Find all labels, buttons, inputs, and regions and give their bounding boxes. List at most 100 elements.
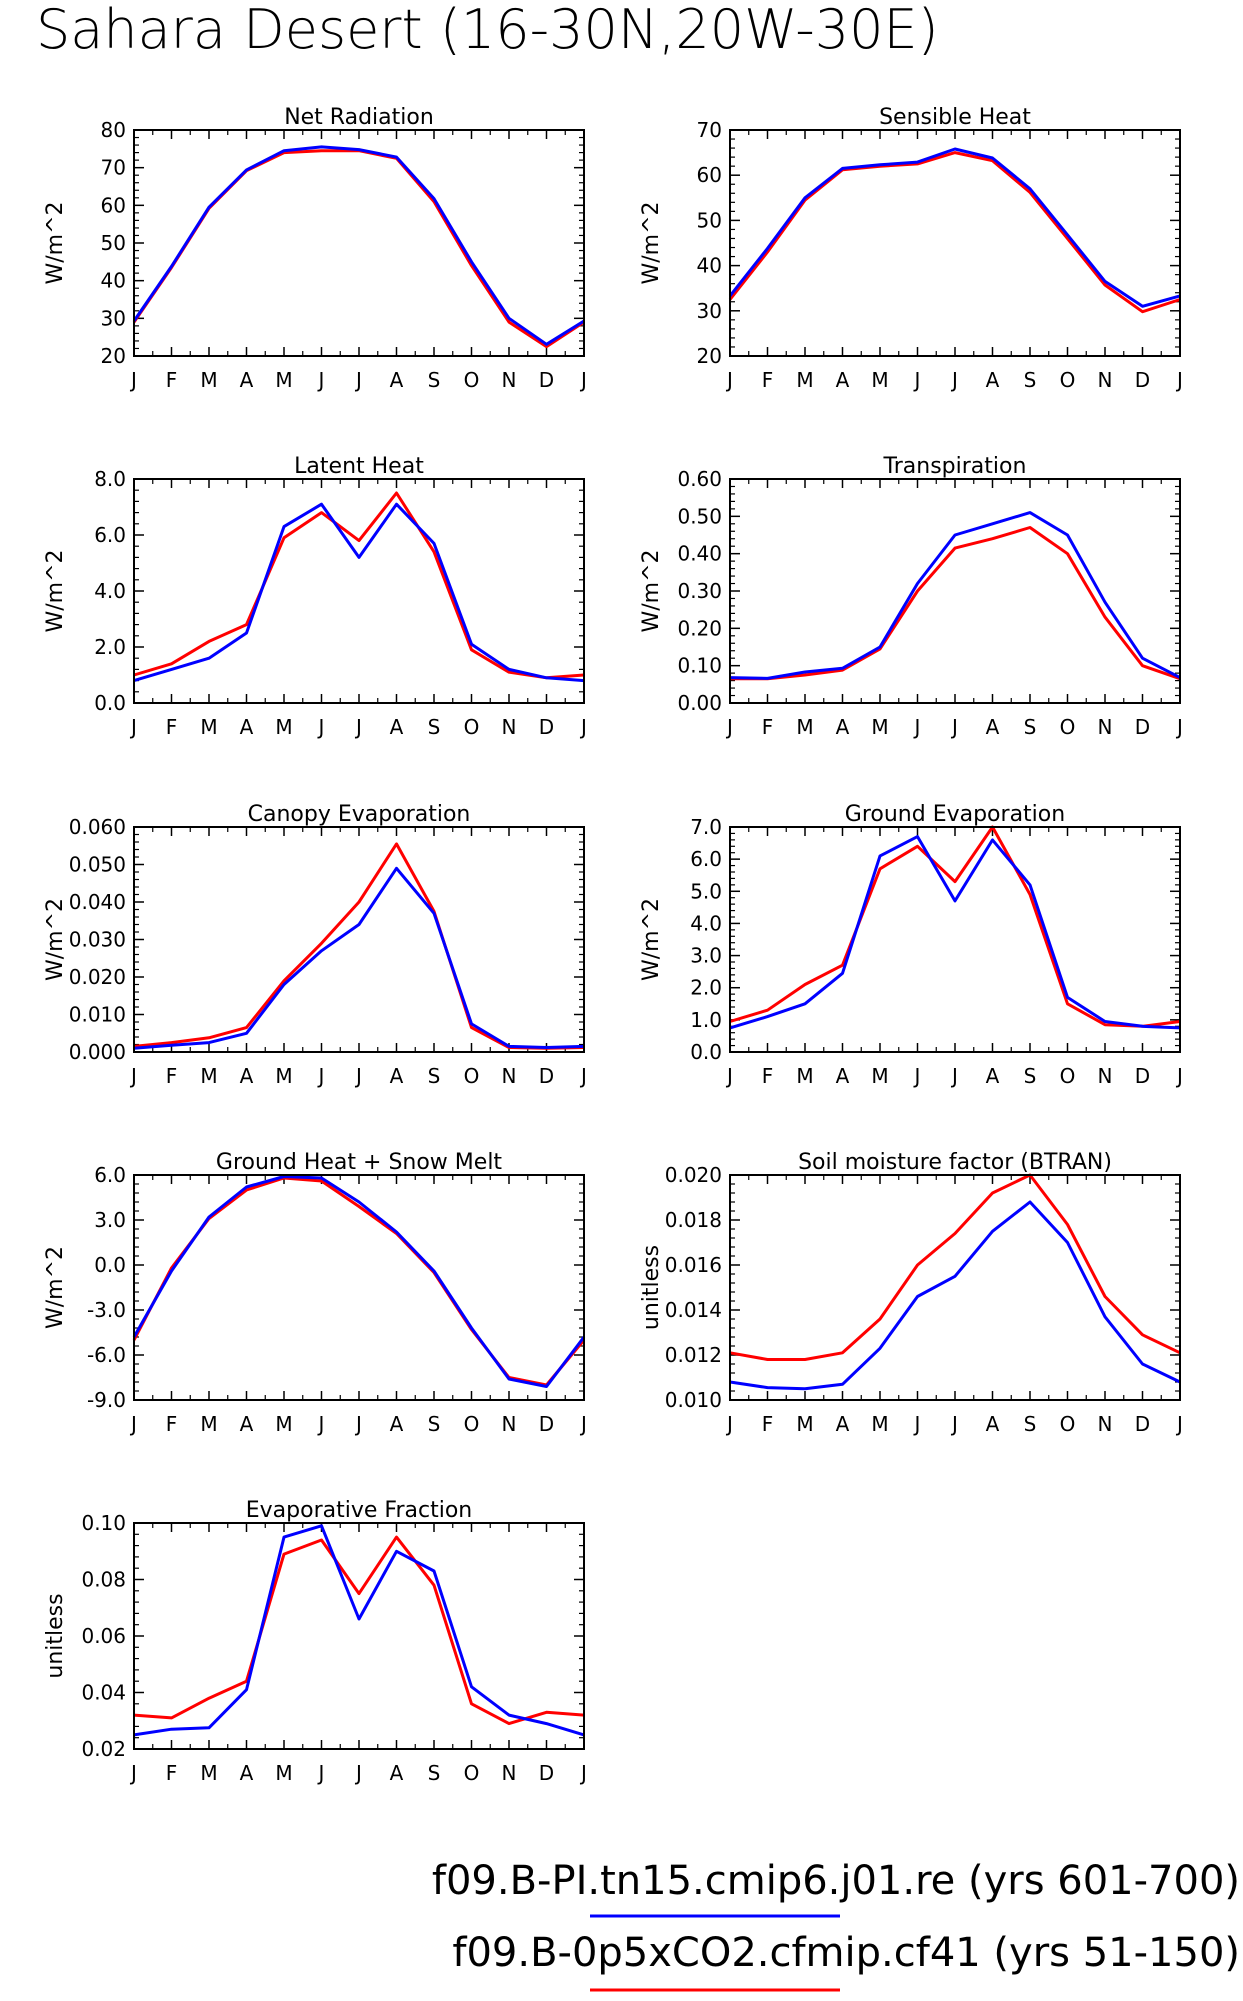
series-line-control bbox=[729, 511, 1181, 680]
x-tick-label: D bbox=[1135, 368, 1150, 392]
x-tick-label: J bbox=[725, 1412, 733, 1436]
x-tick-label: N bbox=[1098, 1064, 1113, 1088]
y-tick-label: 5.0 bbox=[690, 879, 722, 903]
y-tick-label: 8.0 bbox=[94, 467, 126, 491]
y-tick-label: 7.0 bbox=[690, 815, 722, 839]
x-tick-label: N bbox=[1098, 368, 1113, 392]
x-tick-label: O bbox=[1060, 368, 1076, 392]
x-tick-label: A bbox=[240, 1412, 254, 1436]
y-tick-label: 80 bbox=[101, 118, 126, 142]
x-tick-label: J bbox=[913, 715, 921, 739]
y-tick-label: 0.040 bbox=[69, 890, 126, 914]
y-tick-label: 0.020 bbox=[69, 965, 126, 989]
series-line-control bbox=[133, 502, 585, 683]
series-line-experiment bbox=[133, 491, 585, 680]
y-axis-label: W/m^2 bbox=[43, 898, 68, 981]
x-tick-label: J bbox=[579, 1761, 587, 1785]
x-tick-label: D bbox=[539, 1064, 554, 1088]
y-tick-label: 70 bbox=[697, 118, 722, 142]
y-tick-label: 0.08 bbox=[81, 1568, 126, 1592]
x-tick-label: A bbox=[986, 368, 1000, 392]
x-tick-label: S bbox=[1024, 1412, 1037, 1436]
chart-panel: Soil moisture factor (BTRAN)J F M A M J J A S O N D… bbox=[639, 1150, 1183, 1436]
y-tick-label: 0.00 bbox=[677, 691, 722, 715]
y-axis-label: unitless bbox=[639, 1245, 664, 1330]
y-tick-label: 0.010 bbox=[69, 1003, 126, 1027]
y-tick-label: 0.030 bbox=[69, 928, 126, 952]
y-tick-label: 0.06 bbox=[81, 1624, 126, 1648]
x-tick-label: M bbox=[275, 368, 292, 392]
panel-title: Transpiration bbox=[883, 454, 1027, 479]
x-tick-label: J bbox=[725, 1064, 733, 1088]
x-tick-label: J bbox=[950, 1064, 958, 1088]
x-tick-label: D bbox=[539, 1412, 554, 1436]
x-tick-label: J bbox=[129, 1412, 137, 1436]
y-tick-label: -9.0 bbox=[87, 1388, 126, 1412]
panel-title: Ground Evaporation bbox=[845, 802, 1065, 827]
x-tick-label: A bbox=[836, 1064, 850, 1088]
y-tick-label: 0.50 bbox=[677, 504, 722, 528]
y-tick-label: 2.0 bbox=[690, 976, 722, 1000]
x-tick-label: A bbox=[390, 1064, 404, 1088]
x-tick-label: N bbox=[502, 715, 517, 739]
y-tick-label: 0.04 bbox=[81, 1681, 126, 1705]
plot-frame bbox=[133, 129, 585, 357]
x-tick-label: M bbox=[871, 1412, 888, 1436]
x-tick-label: J bbox=[354, 368, 362, 392]
x-tick-label: S bbox=[428, 1761, 441, 1785]
x-tick-label: A bbox=[240, 1761, 254, 1785]
y-tick-label: 0.0 bbox=[94, 1253, 126, 1277]
series-line-control bbox=[132, 1175, 586, 1388]
series-line-experiment bbox=[133, 842, 585, 1050]
y-axis-label: W/m^2 bbox=[639, 201, 664, 284]
x-tick-label: D bbox=[539, 368, 554, 392]
plot-frame bbox=[729, 129, 1181, 357]
x-tick-label: M bbox=[275, 715, 292, 739]
x-tick-label: J bbox=[579, 368, 587, 392]
x-tick-label: O bbox=[1060, 715, 1076, 739]
y-axis-label: W/m^2 bbox=[639, 549, 664, 632]
y-tick-label: 0.018 bbox=[665, 1208, 722, 1232]
x-tick-label: J bbox=[725, 368, 733, 392]
x-tick-label: M bbox=[200, 1064, 217, 1088]
x-tick-label: J bbox=[950, 1412, 958, 1436]
x-tick-label: J bbox=[913, 1412, 921, 1436]
x-tick-label: S bbox=[428, 715, 441, 739]
series-line-experiment bbox=[729, 1173, 1181, 1361]
x-tick-label: M bbox=[200, 1761, 217, 1785]
x-tick-label: N bbox=[1098, 1412, 1113, 1436]
series-line-experiment bbox=[132, 149, 585, 349]
x-tick-label: J bbox=[317, 368, 325, 392]
plot-frame bbox=[729, 826, 1181, 1053]
x-tick-label: A bbox=[390, 1761, 404, 1785]
x-tick-label: O bbox=[464, 368, 480, 392]
x-tick-label: N bbox=[502, 1761, 517, 1785]
x-tick-label: A bbox=[390, 368, 404, 392]
y-tick-label: 6.0 bbox=[690, 847, 722, 871]
x-tick-label: J bbox=[950, 368, 958, 392]
y-tick-label: 50 bbox=[101, 231, 126, 255]
x-tick-label: A bbox=[240, 368, 254, 392]
x-tick-label: J bbox=[354, 1064, 362, 1088]
x-tick-label: A bbox=[240, 715, 254, 739]
series-line-experiment bbox=[132, 1176, 586, 1387]
y-tick-label: 0.60 bbox=[677, 467, 722, 491]
series-line-control bbox=[133, 1524, 585, 1737]
y-tick-label: 70 bbox=[101, 156, 126, 180]
x-tick-label: F bbox=[762, 715, 774, 739]
y-tick-label: 60 bbox=[101, 193, 126, 217]
x-tick-label: A bbox=[836, 368, 850, 392]
x-tick-label: M bbox=[200, 715, 217, 739]
x-tick-label: J bbox=[129, 1761, 137, 1785]
y-tick-label: 2.0 bbox=[94, 635, 126, 659]
x-tick-label: N bbox=[1098, 715, 1113, 739]
x-tick-label: F bbox=[166, 368, 178, 392]
legend-entry: f09.B-PI.tn15.cmip6.j01.re (yrs 601-700) bbox=[432, 1858, 1240, 1904]
x-tick-label: F bbox=[166, 1412, 178, 1436]
y-tick-label: 0.020 bbox=[665, 1163, 722, 1187]
y-axis-label: W/m^2 bbox=[43, 1246, 68, 1329]
y-tick-label: 20 bbox=[101, 344, 126, 368]
